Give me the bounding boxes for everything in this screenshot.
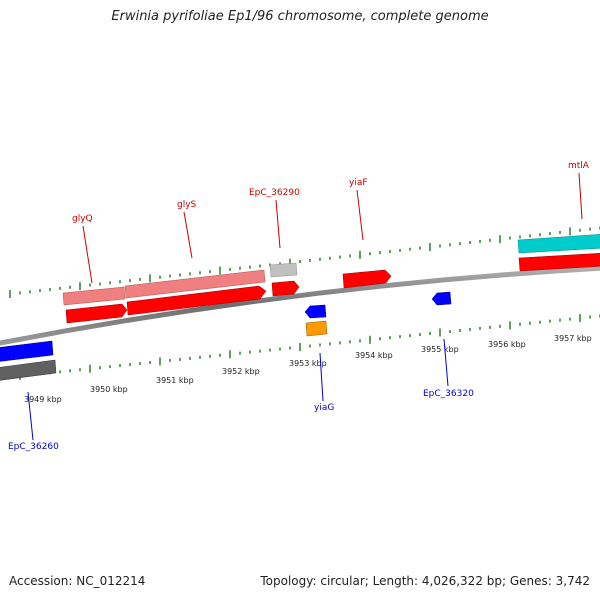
forward-feature-track	[62, 234, 600, 324]
tick-label: 3955 kbp	[421, 345, 459, 354]
feature-EpC_36320[interactable]	[431, 291, 452, 306]
tick-label: 3952 kbp	[222, 367, 260, 376]
tick-label: 3957 kbp	[554, 334, 592, 343]
gene-leader-line	[27, 391, 34, 441]
feature-glyQ[interactable]	[65, 303, 128, 324]
feature-mtlA[interactable]	[518, 253, 600, 272]
inner-tick-ring	[0, 314, 600, 380]
feature-yiaG[interactable]	[304, 304, 327, 319]
gene-label-EpC_36290[interactable]: EpC_36290	[249, 188, 300, 198]
gene-leader-line	[183, 211, 193, 259]
tick-labels: 3949 kbp 3950 kbp 3951 kbp 3952 kbp 3953 kbp…	[24, 334, 592, 404]
gene-label-yiaG[interactable]: yiaG	[314, 403, 334, 413]
gene-label-glyQ[interactable]: glyQ	[72, 214, 93, 224]
gene-leader-line	[578, 172, 583, 220]
gene-label-yiaF[interactable]: yiaF	[349, 178, 368, 188]
map-title: Erwinia pyrifoliae Ep1/96 chromosome, co…	[111, 9, 489, 24]
tick-label: 3949 kbp	[24, 395, 62, 404]
tick-label: 3956 kbp	[488, 340, 526, 349]
gene-label-EpC_36260[interactable]: EpC_36260	[8, 442, 59, 452]
feature-EpC_36290[interactable]	[271, 280, 300, 297]
gene-leader-line	[356, 189, 364, 241]
feature-mtlA-rna[interactable]	[517, 234, 600, 254]
tick-label: 3951 kbp	[156, 376, 194, 385]
feature-glyQ-rna[interactable]	[62, 286, 126, 306]
tick-label: 3953 kbp	[289, 359, 327, 368]
tick-label: 3954 kbp	[355, 351, 393, 360]
genome-backbone	[0, 265, 600, 346]
gene-labels: glyQ glyS EpC_36290 yiaF mtlA EpC_36260 yiaG Ep…	[8, 161, 590, 452]
feature-yiaG-rna[interactable]	[305, 320, 328, 337]
reverse-feature-track	[0, 291, 452, 381]
gene-leader-line	[275, 199, 281, 249]
gene-leader-line	[443, 338, 449, 387]
feature-EpC_36290-rna[interactable]	[269, 262, 298, 278]
feature-glyS[interactable]	[126, 285, 267, 316]
feature-yiaF[interactable]	[342, 269, 392, 289]
gene-label-EpC_36320[interactable]: EpC_36320	[423, 389, 474, 399]
genome-summary-text: Topology: circular; Length: 4,026,322 bp…	[260, 574, 590, 588]
outer-tick-ring	[9, 226, 600, 298]
tick-label: 3950 kbp	[90, 385, 128, 394]
gene-label-glyS[interactable]: glyS	[177, 200, 197, 210]
gene-label-mtlA[interactable]: mtlA	[568, 161, 590, 171]
gene-leader-line	[82, 225, 93, 284]
gene-leader-line	[319, 352, 324, 402]
accession-text: Accession: NC_012214	[9, 574, 146, 588]
feature-glyS-rna[interactable]	[124, 269, 266, 299]
feature-EpC_36260-shadow[interactable]	[0, 359, 57, 381]
feature-EpC_36260[interactable]	[0, 340, 54, 362]
